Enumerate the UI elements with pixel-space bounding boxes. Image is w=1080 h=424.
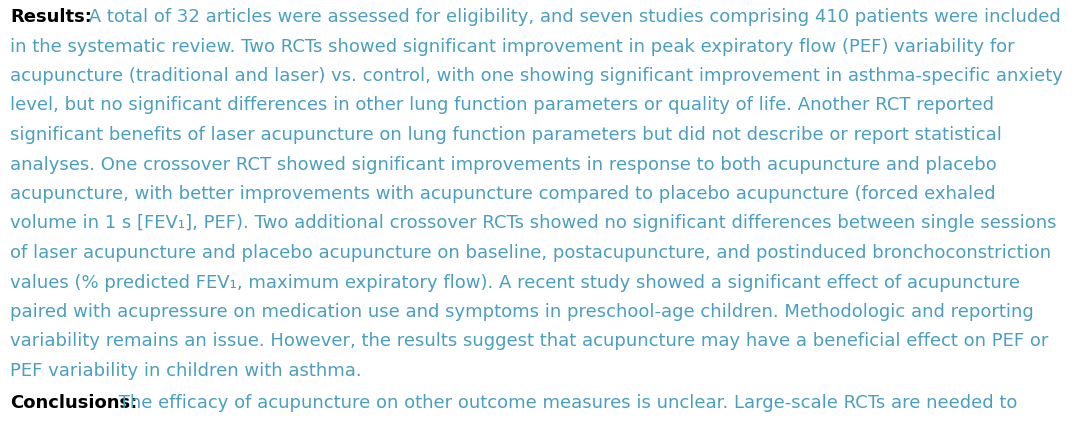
Text: of laser acupuncture and placebo acupuncture on baseline, postacupuncture, and p: of laser acupuncture and placebo acupunc…	[10, 244, 1051, 262]
Text: level, but no significant differences in other lung function parameters or quali: level, but no significant differences in…	[10, 97, 994, 114]
Text: variability remains an issue. However, the results suggest that acupuncture may : variability remains an issue. However, t…	[10, 332, 1049, 351]
Text: PEF variability in children with asthma.: PEF variability in children with asthma.	[10, 362, 362, 380]
Text: acupuncture, with better improvements with acupuncture compared to placebo acupu: acupuncture, with better improvements wi…	[10, 185, 996, 203]
Text: Conclusions:: Conclusions:	[10, 394, 137, 413]
Text: significant benefits of laser acupuncture on lung function parameters but did no: significant benefits of laser acupunctur…	[10, 126, 1002, 144]
Text: Results:: Results:	[10, 8, 92, 26]
Text: values (% predicted FEV₁, maximum expiratory flow). A recent study showed a sign: values (% predicted FEV₁, maximum expira…	[10, 273, 1020, 292]
Text: The efficacy of acupuncture on other outcome measures is unclear. Large-scale RC: The efficacy of acupuncture on other out…	[113, 394, 1017, 413]
Text: paired with acupressure on medication use and symptoms in preschool-age children: paired with acupressure on medication us…	[10, 303, 1034, 321]
Text: in the systematic review. Two RCTs showed significant improvement in peak expira: in the systematic review. Two RCTs showe…	[10, 37, 1014, 56]
Text: analyses. One crossover RCT showed significant improvements in response to both : analyses. One crossover RCT showed signi…	[10, 156, 997, 173]
Text: volume in 1 s [FEV₁], PEF). Two additional crossover RCTs showed no significant : volume in 1 s [FEV₁], PEF). Two addition…	[10, 215, 1056, 232]
Text: A total of 32 articles were assessed for eligibility, and seven studies comprisi: A total of 32 articles were assessed for…	[83, 8, 1061, 26]
Text: acupuncture (traditional and laser) vs. control, with one showing significant im: acupuncture (traditional and laser) vs. …	[10, 67, 1063, 85]
